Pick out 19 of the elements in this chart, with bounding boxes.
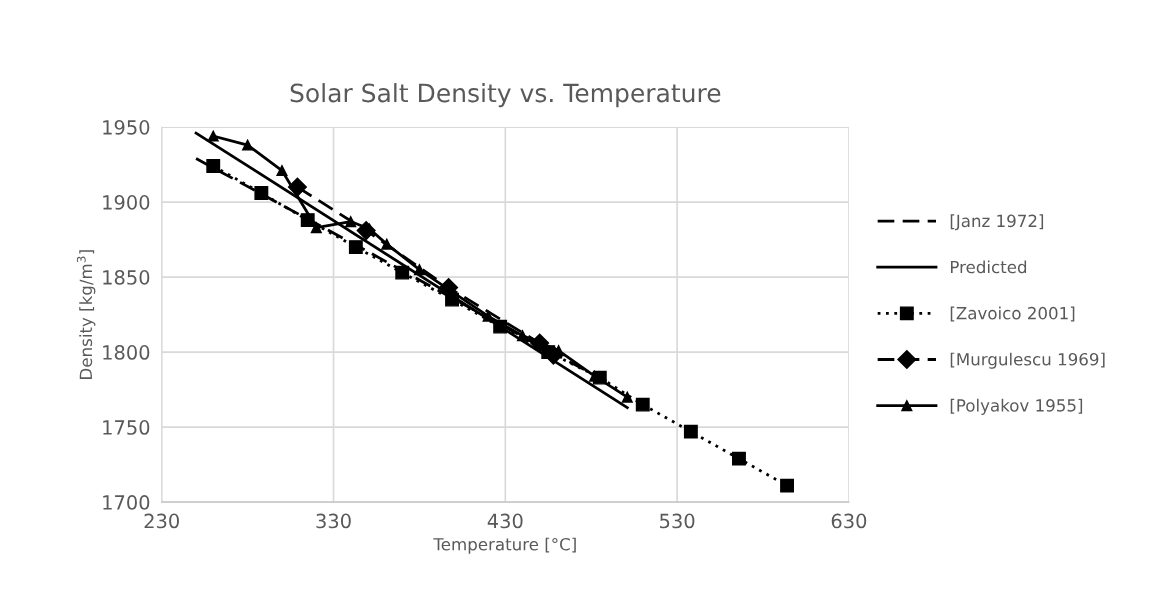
y-tick-label: 1850: [103, 270, 150, 285]
chart-title: Solar Salt Density vs. Temperature: [290, 83, 721, 108]
x-tick-label: 630: [831, 513, 867, 529]
x-tick-label: 330: [316, 513, 351, 529]
y-tick-label: 1800: [103, 345, 150, 360]
legend-label: [Murgulescu 1969]: [950, 352, 1105, 369]
y-tick-label: 1900: [103, 195, 150, 210]
x-tick-label: 530: [660, 513, 695, 529]
y-tick-label: 1700: [103, 495, 150, 510]
x-axis-title: Temperature [°C]: [433, 537, 576, 554]
y-axis-title: Density [kg/m$^{3}$]: [76, 250, 96, 379]
legend-label: [Polyakov 1955]: [950, 398, 1083, 415]
x-tick-label: 230: [144, 513, 179, 529]
legend-label: [Zavoico 2001]: [950, 306, 1075, 322]
legend-label: Predicted: [950, 260, 1027, 274]
y-tick-label: 1950: [103, 120, 150, 135]
y-tick-label: 1750: [103, 420, 150, 435]
x-tick-label: 430: [487, 513, 523, 529]
legend-label: [Janz 1972]: [950, 214, 1044, 231]
